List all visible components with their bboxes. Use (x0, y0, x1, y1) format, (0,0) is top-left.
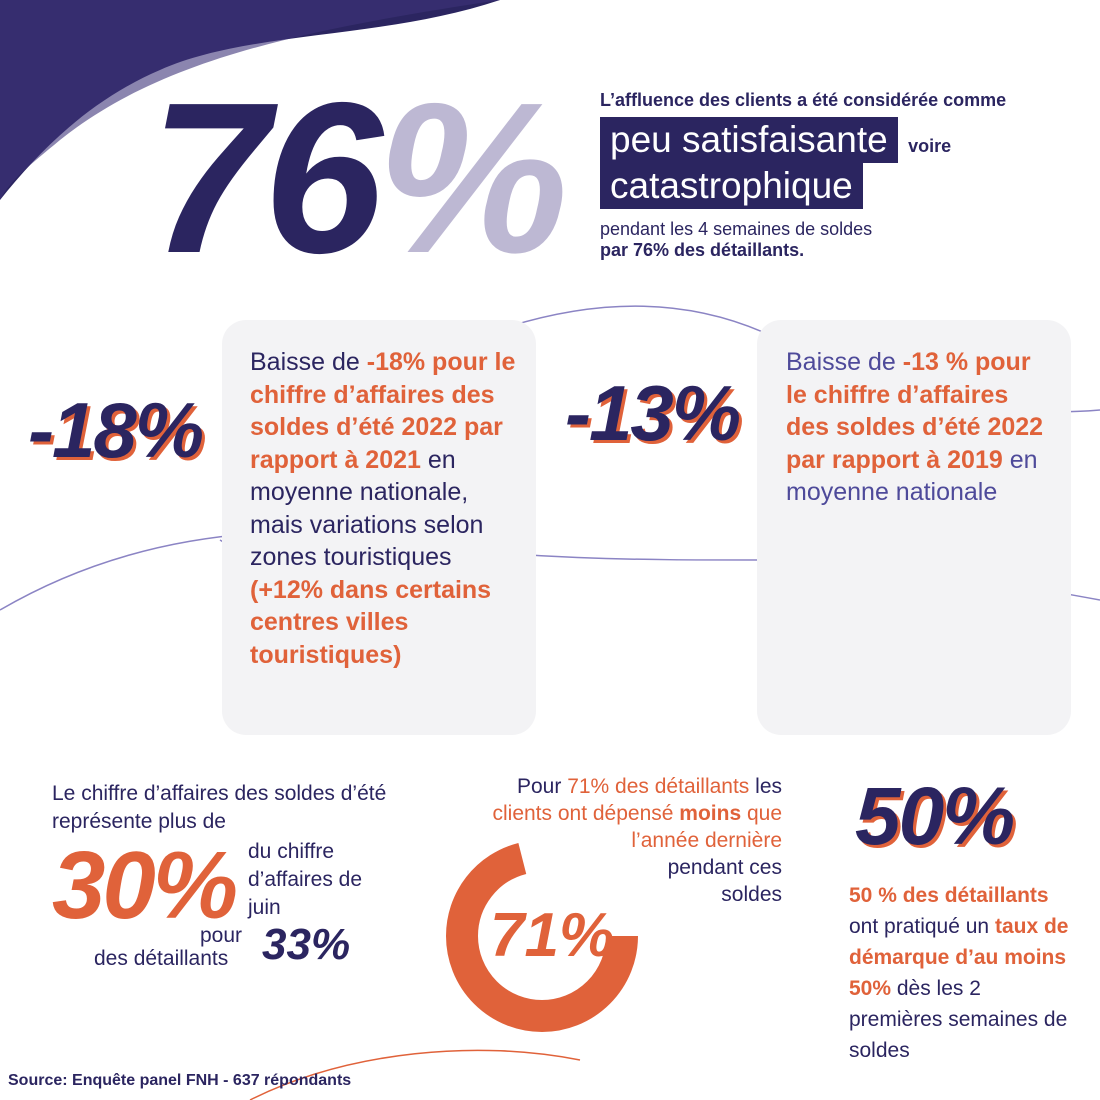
stat71-big-number: 71% (490, 901, 615, 970)
card-left-big-number: -18% (28, 386, 204, 474)
headline-line5: par 76% des détaillants. (600, 240, 805, 260)
card-right (757, 320, 1071, 735)
stat30-big-number: 30% (52, 832, 238, 939)
stat30-side-text: du chiffre d’affaires de juin (248, 840, 363, 919)
curve-line (249, 1049, 581, 1100)
card-right-big-number: -13% (565, 369, 741, 457)
source-footnote: Source: Enquête panel FNH - 637 répondan… (8, 1072, 352, 1089)
headline-number: 76 (150, 57, 383, 298)
stat71-text-2: pendant ces soldes (667, 856, 782, 906)
stat50-text: 50 % des détaillants ont pratiqué un tau… (849, 884, 1069, 1062)
stat71-text: Pour 71% des détaillants les clients ont… (492, 775, 782, 852)
stat30-intro: Le chiffre d’affaires des soldes d’été r… (52, 782, 387, 833)
stat30-pour: pour (200, 924, 243, 947)
corner-wave-shade (0, 0, 500, 200)
headline-percent-sign: % (377, 57, 568, 298)
card-left-text: Baisse de -18% pour le chiffre d’affaire… (250, 348, 516, 669)
stat30-sub-number: 33% (262, 920, 351, 969)
stat30-des-detaillants: des détaillants (94, 947, 229, 970)
highlight-peu-satisfaisante: peu satisfaisante (600, 117, 898, 163)
stat50-big-number: 50% (855, 771, 1015, 862)
headline-text: L’affluence des clients a été considérée… (600, 90, 1080, 261)
card-right-text: Baisse de -13 % pour le chiffre d’affair… (786, 348, 1044, 506)
progress-ring-71 (446, 840, 638, 1032)
headline-percentage: 76% (150, 70, 568, 285)
headline-line1: L’affluence des clients a été considérée… (600, 90, 1007, 110)
headline-voire: voire (908, 136, 952, 156)
headline-line4: pendant les 4 semaines de soldes (600, 219, 873, 239)
highlight-catastrophique: catastrophique (600, 163, 863, 209)
card-left (222, 320, 536, 735)
